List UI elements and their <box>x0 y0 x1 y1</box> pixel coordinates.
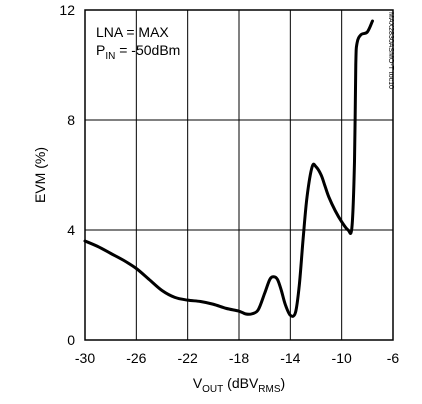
annotation-line-2-base: P <box>96 42 105 58</box>
x-axis-label-mid: (dBV <box>223 375 259 391</box>
x-tick-labels: -30 -26 -22 -18 -14 -10 -6 <box>75 350 400 366</box>
y-tick-label: 8 <box>67 112 75 128</box>
x-axis-label-end: ) <box>281 375 286 391</box>
y-tick-label: 4 <box>67 222 75 238</box>
x-axis-label-sub: OUT <box>202 384 223 395</box>
x-axis-label-base: V <box>193 375 203 391</box>
annotation-line-2-sub: IN <box>105 51 115 62</box>
y-tick-labels: 0 4 8 12 <box>59 2 75 348</box>
x-axis-label: VOUT (dBVRMS) <box>193 375 285 395</box>
evm-series-line <box>83 19 374 318</box>
x-tick-label: -14 <box>280 350 300 366</box>
x-tick-label: -22 <box>178 350 198 366</box>
watermark: MAX2830ASMO-T toc10 <box>387 12 394 89</box>
x-axis-label-sub2: RMS <box>258 384 281 395</box>
x-tick-label: -18 <box>229 350 249 366</box>
grid-lines <box>85 10 393 340</box>
annotation-line-2: PIN = -50dBm <box>96 42 180 62</box>
annotation-line-1: LNA = MAX <box>96 24 169 40</box>
x-tick-label: -10 <box>332 350 352 366</box>
annotation-line-2-end: = -50dBm <box>115 42 180 58</box>
annotation-box: LNA = MAX PIN = -50dBm <box>96 24 180 62</box>
y-axis-label: EVM (%) <box>32 147 48 203</box>
y-tick-label: 12 <box>59 2 75 18</box>
y-tick-label: 0 <box>67 332 75 348</box>
plot-frame <box>84 9 394 341</box>
x-tick-label: -30 <box>75 350 95 366</box>
x-tick-label: -6 <box>387 350 400 366</box>
x-tick-label: -26 <box>126 350 146 366</box>
